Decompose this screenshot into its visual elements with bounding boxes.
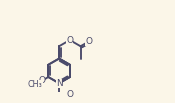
Text: O: O <box>66 90 73 99</box>
Text: O: O <box>38 76 46 85</box>
Text: O: O <box>85 37 92 46</box>
Text: N: N <box>56 79 62 88</box>
Text: CH₃: CH₃ <box>27 80 42 89</box>
Text: O: O <box>66 36 73 45</box>
